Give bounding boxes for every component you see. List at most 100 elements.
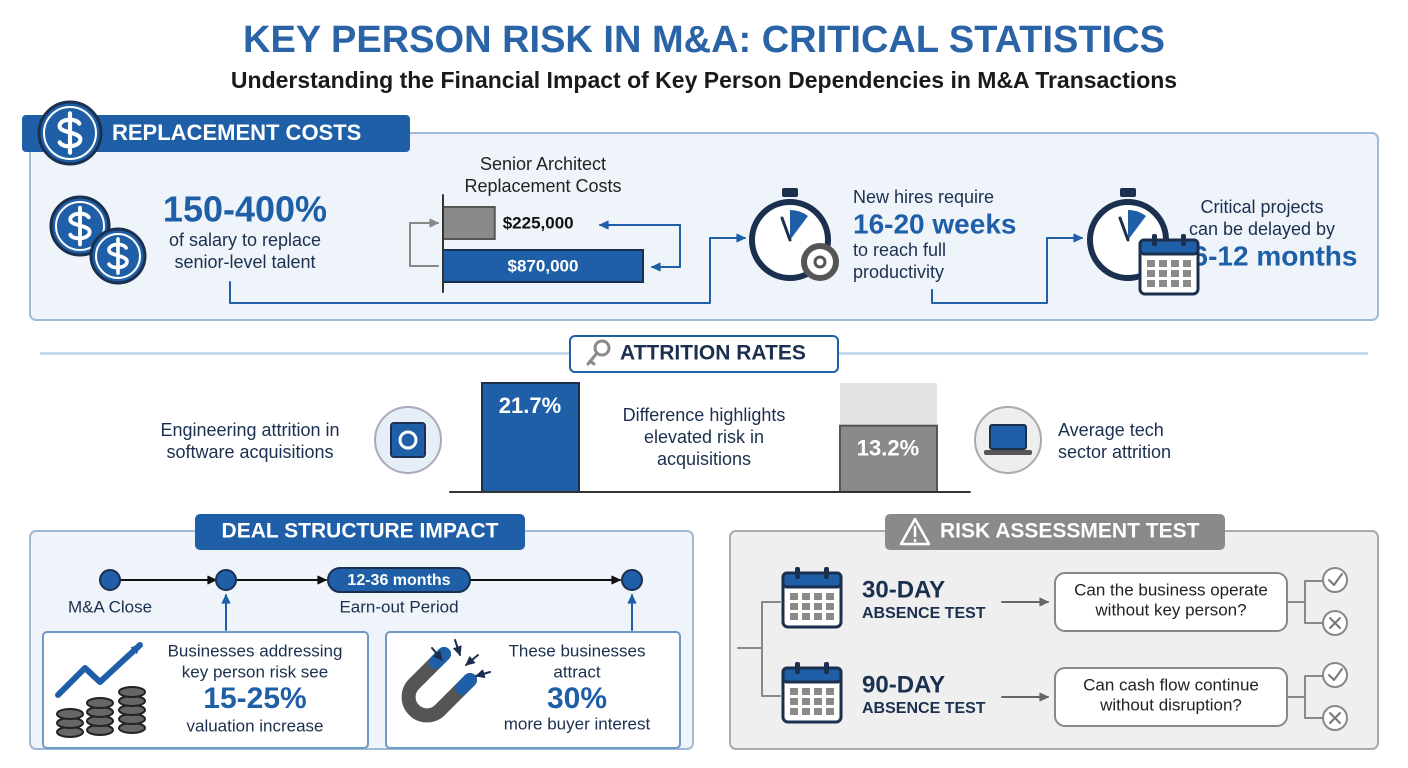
connector xyxy=(651,224,681,268)
stopwatch-button xyxy=(1120,188,1136,197)
delay-text: Critical projects xyxy=(1200,197,1323,217)
stopwatch-sector xyxy=(790,210,808,240)
calendar-cell xyxy=(1159,270,1167,277)
attrition-note: elevated risk in xyxy=(644,427,764,447)
stat-text: valuation increase xyxy=(186,716,323,735)
connector-head xyxy=(1073,233,1083,243)
question: Can the business operate xyxy=(1074,580,1268,599)
stat-value: 150-400% xyxy=(163,189,327,230)
coin-icon xyxy=(86,697,114,709)
delay-text: can be delayed by xyxy=(1189,219,1335,239)
calendar-cell xyxy=(1147,270,1155,277)
delay-value: 6-12 months xyxy=(1193,240,1358,271)
branch-line xyxy=(1286,580,1323,624)
stat-value: 30% xyxy=(547,682,607,715)
section-heading: RISK ASSESSMENT TEST xyxy=(940,520,1200,543)
calendar-ring xyxy=(1181,234,1186,246)
attract-arrow-head xyxy=(465,656,476,666)
chart-title: Senior Architect xyxy=(480,154,606,174)
timeline-line-head xyxy=(611,575,621,585)
ramp-text: productivity xyxy=(853,262,944,282)
calendar-ring xyxy=(795,567,800,579)
growth-icon xyxy=(55,642,143,698)
test-subtitle: ABSENCE TEST xyxy=(862,605,986,622)
connector-head xyxy=(736,233,746,243)
calendar-cell xyxy=(814,708,822,715)
period: 12-36 months xyxy=(347,572,450,589)
calendar-cell xyxy=(802,603,810,610)
bar-label: 21.7% xyxy=(499,393,561,418)
stopwatch-hand xyxy=(780,216,792,242)
calendar-cell xyxy=(1183,260,1191,267)
calendar-cell xyxy=(826,688,834,695)
connector xyxy=(931,237,1083,304)
stat-text: Businesses addressing xyxy=(168,641,343,660)
calendar-cell xyxy=(802,708,810,715)
calendar-ring xyxy=(824,567,829,579)
section-tab xyxy=(569,335,839,373)
dollar-icon-ring xyxy=(95,233,141,279)
calendar-cell xyxy=(790,698,798,705)
section-heading: REPLACEMENT COSTS xyxy=(112,120,361,145)
laptop-icon-screen xyxy=(989,424,1027,450)
chip-icon-gear xyxy=(398,430,418,450)
stat-text: of salary to replace xyxy=(169,230,321,250)
calendar-cell xyxy=(790,613,798,620)
branch-line xyxy=(1286,675,1323,719)
connector-head xyxy=(429,218,439,228)
test-arrow-head xyxy=(1039,692,1049,702)
bar xyxy=(442,206,496,240)
tree-line xyxy=(737,601,781,697)
ramp-text: New hires require xyxy=(853,187,994,207)
stat-text: key person risk see xyxy=(182,662,328,681)
test-arrow-head xyxy=(1039,597,1049,607)
calendar-cell xyxy=(1159,260,1167,267)
section-tab xyxy=(22,115,410,152)
dollar-sign xyxy=(57,111,83,155)
key-icon-shaft xyxy=(586,351,599,366)
test-subtitle: ABSENCE TEST xyxy=(862,700,986,717)
attrition-label: Average tech xyxy=(1058,420,1164,440)
dollar-icon-ring xyxy=(43,106,97,160)
calendar-cell xyxy=(1183,280,1191,287)
bar-label: 13.2% xyxy=(857,436,919,461)
calendar-cell xyxy=(1147,280,1155,287)
chip-icon-body xyxy=(390,422,426,458)
calendar-cell xyxy=(826,603,834,610)
stat-value: 15-25% xyxy=(203,682,306,715)
check-mark xyxy=(1328,573,1343,586)
calendar-cell xyxy=(1183,270,1191,277)
up-arrow-head xyxy=(627,594,637,604)
bar-label: $225,000 xyxy=(503,213,574,232)
cross-mark xyxy=(1329,617,1341,629)
bar xyxy=(481,382,580,493)
calendar-top xyxy=(781,666,843,684)
stopwatch-hand xyxy=(1118,216,1130,242)
coin-icon xyxy=(118,686,146,698)
replacement-panel xyxy=(29,132,1379,321)
growth-icon-head xyxy=(130,644,141,654)
attrition-label: sector attrition xyxy=(1058,442,1171,462)
stat-text: more buyer interest xyxy=(504,714,651,733)
period-pill xyxy=(327,567,471,593)
gear-hub xyxy=(813,255,827,269)
timeline-label: M&A Close xyxy=(68,597,152,616)
timeline-line-head xyxy=(317,575,327,585)
dollar-sign xyxy=(68,205,92,247)
attrition-label: software acquisitions xyxy=(166,442,333,462)
timeline-node xyxy=(99,569,121,591)
timeline-node xyxy=(621,569,643,591)
calendar-cell xyxy=(1159,280,1167,287)
stat-text: senior-level talent xyxy=(174,252,315,272)
attrition-label: Engineering attrition in xyxy=(160,420,339,440)
bar-label: $870,000 xyxy=(508,256,579,275)
calendar-cell xyxy=(1171,270,1179,277)
calendar-cell xyxy=(790,603,798,610)
key-icon xyxy=(593,339,611,357)
calendar-cell xyxy=(790,593,798,600)
calendar-top xyxy=(781,571,843,589)
attract-arrow-head xyxy=(475,669,486,679)
subtitle: Understanding the Financial Impact of Ke… xyxy=(231,67,1177,93)
cross-mark xyxy=(1329,712,1341,724)
